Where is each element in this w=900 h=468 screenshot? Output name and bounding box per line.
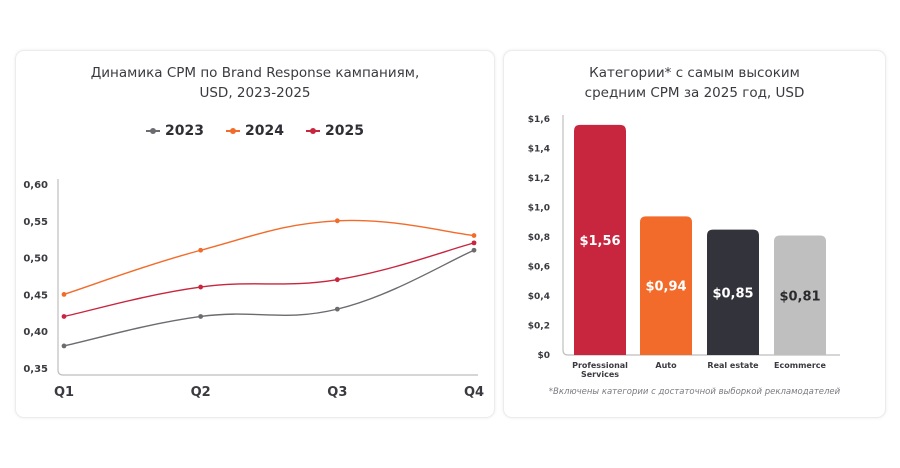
bar-chart-axes bbox=[562, 115, 840, 356]
bar-chart-title-line-1: Категории* с самым высоким bbox=[589, 65, 800, 81]
legend-marker-2025 bbox=[305, 128, 320, 134]
data-point-2025 bbox=[334, 277, 340, 283]
x-tick-label: Q2 bbox=[191, 385, 211, 400]
bar-chart-title-line-2: средним CPM за 2025 год, USD bbox=[584, 85, 805, 101]
line-chart-plot: 0,35 0,40 0,45 0,50 0,55 0,60 Q1 Q2 Q3 Q4 bbox=[23, 179, 484, 400]
line-chart-axes bbox=[57, 179, 478, 376]
legend-label-2024: 2024 bbox=[245, 123, 284, 139]
y-tick-label: 0,45 bbox=[23, 290, 48, 301]
y-tick-label: $0,8 bbox=[528, 233, 550, 243]
y-tick-label: 0,50 bbox=[23, 254, 48, 265]
x-category-label: Professional bbox=[572, 361, 628, 370]
y-tick-label: 0,35 bbox=[23, 364, 48, 375]
series-line-2025 bbox=[63, 242, 475, 318]
y-tick-label: 0,60 bbox=[23, 180, 48, 191]
bar-ecommerce bbox=[774, 235, 826, 355]
line-chart-title-line-2: USD, 2023-2025 bbox=[199, 85, 311, 101]
x-tick-label: Q4 bbox=[464, 385, 484, 400]
data-point-2024 bbox=[198, 247, 204, 253]
data-point-2025 bbox=[471, 240, 477, 246]
y-tick-label: $0,2 bbox=[528, 322, 550, 332]
bar-professional-services bbox=[574, 124, 626, 356]
bar-chart-title: Категории* с самым высоким средним CPM з… bbox=[504, 63, 885, 103]
legend-item-2023[interactable]: 2023 bbox=[146, 123, 204, 139]
series-line-2023 bbox=[63, 249, 475, 347]
x-tick-label: Q1 bbox=[54, 385, 74, 400]
bar-value-label: $0,81 bbox=[779, 289, 820, 304]
data-point-2023 bbox=[61, 343, 67, 349]
y-tick-label: 0,40 bbox=[23, 327, 48, 338]
legend-marker-2023 bbox=[146, 128, 161, 134]
bar-chart-card: Категории* с самым высоким средним CPM з… bbox=[503, 50, 886, 418]
data-point-2024 bbox=[61, 292, 67, 297]
data-point-2023 bbox=[198, 314, 204, 319]
bar-chart-plot: $0 $0,2 $0,4 $0,6 $0,8 $1,0 $1,2 $1,4 $1,6 $1,56 P… bbox=[528, 115, 840, 379]
y-tick-label: $1,0 bbox=[528, 204, 550, 214]
y-tick-label: $1,6 bbox=[528, 115, 550, 125]
y-tick-label: $0,6 bbox=[528, 263, 550, 273]
line-chart-card: Динамика CPM по Brand Response кампаниям… bbox=[15, 50, 495, 418]
data-point-2023 bbox=[334, 306, 340, 312]
y-tick-label: $0,4 bbox=[528, 292, 550, 302]
legend-item-2025[interactable]: 2025 bbox=[305, 123, 364, 139]
bar-value-label: $0,94 bbox=[645, 280, 686, 295]
data-point-2023 bbox=[471, 247, 477, 253]
y-tick-label: $0 bbox=[537, 351, 550, 361]
x-category-label: Real estate bbox=[707, 361, 759, 370]
bar-value-label: $0,85 bbox=[712, 286, 753, 301]
line-chart-title-line-1: Динамика CPM по Brand Response кампаниям… bbox=[90, 65, 420, 81]
y-tick-label: $1,4 bbox=[528, 145, 550, 155]
line-chart-legend: 2023 2024 2025 bbox=[16, 123, 494, 139]
bar-real-estate bbox=[707, 229, 759, 355]
y-tick-label: $1,2 bbox=[528, 174, 550, 184]
legend-label-2025: 2025 bbox=[324, 123, 364, 139]
x-category-label: Services bbox=[581, 370, 619, 379]
data-point-2024 bbox=[471, 233, 477, 238]
x-category-label: Ecommerce bbox=[774, 361, 826, 370]
y-tick-label: 0,55 bbox=[23, 217, 48, 228]
x-tick-label: Q3 bbox=[327, 385, 347, 400]
legend-marker-2024 bbox=[226, 128, 241, 134]
bar-chart-footnote: *Включены категории с достаточной выборк… bbox=[548, 387, 841, 397]
series-line-2024 bbox=[63, 219, 475, 296]
data-point-2025 bbox=[61, 314, 67, 319]
bar-auto bbox=[640, 216, 692, 355]
x-category-label: Auto bbox=[655, 361, 677, 370]
line-chart-title: Динамика CPM по Brand Response кампаниям… bbox=[16, 63, 494, 103]
data-point-2024 bbox=[334, 218, 340, 224]
bar-value-label: $1,56 bbox=[579, 234, 620, 249]
legend-item-2024[interactable]: 2024 bbox=[226, 123, 284, 139]
legend-label-2023: 2023 bbox=[165, 123, 205, 139]
data-point-2025 bbox=[198, 284, 204, 290]
